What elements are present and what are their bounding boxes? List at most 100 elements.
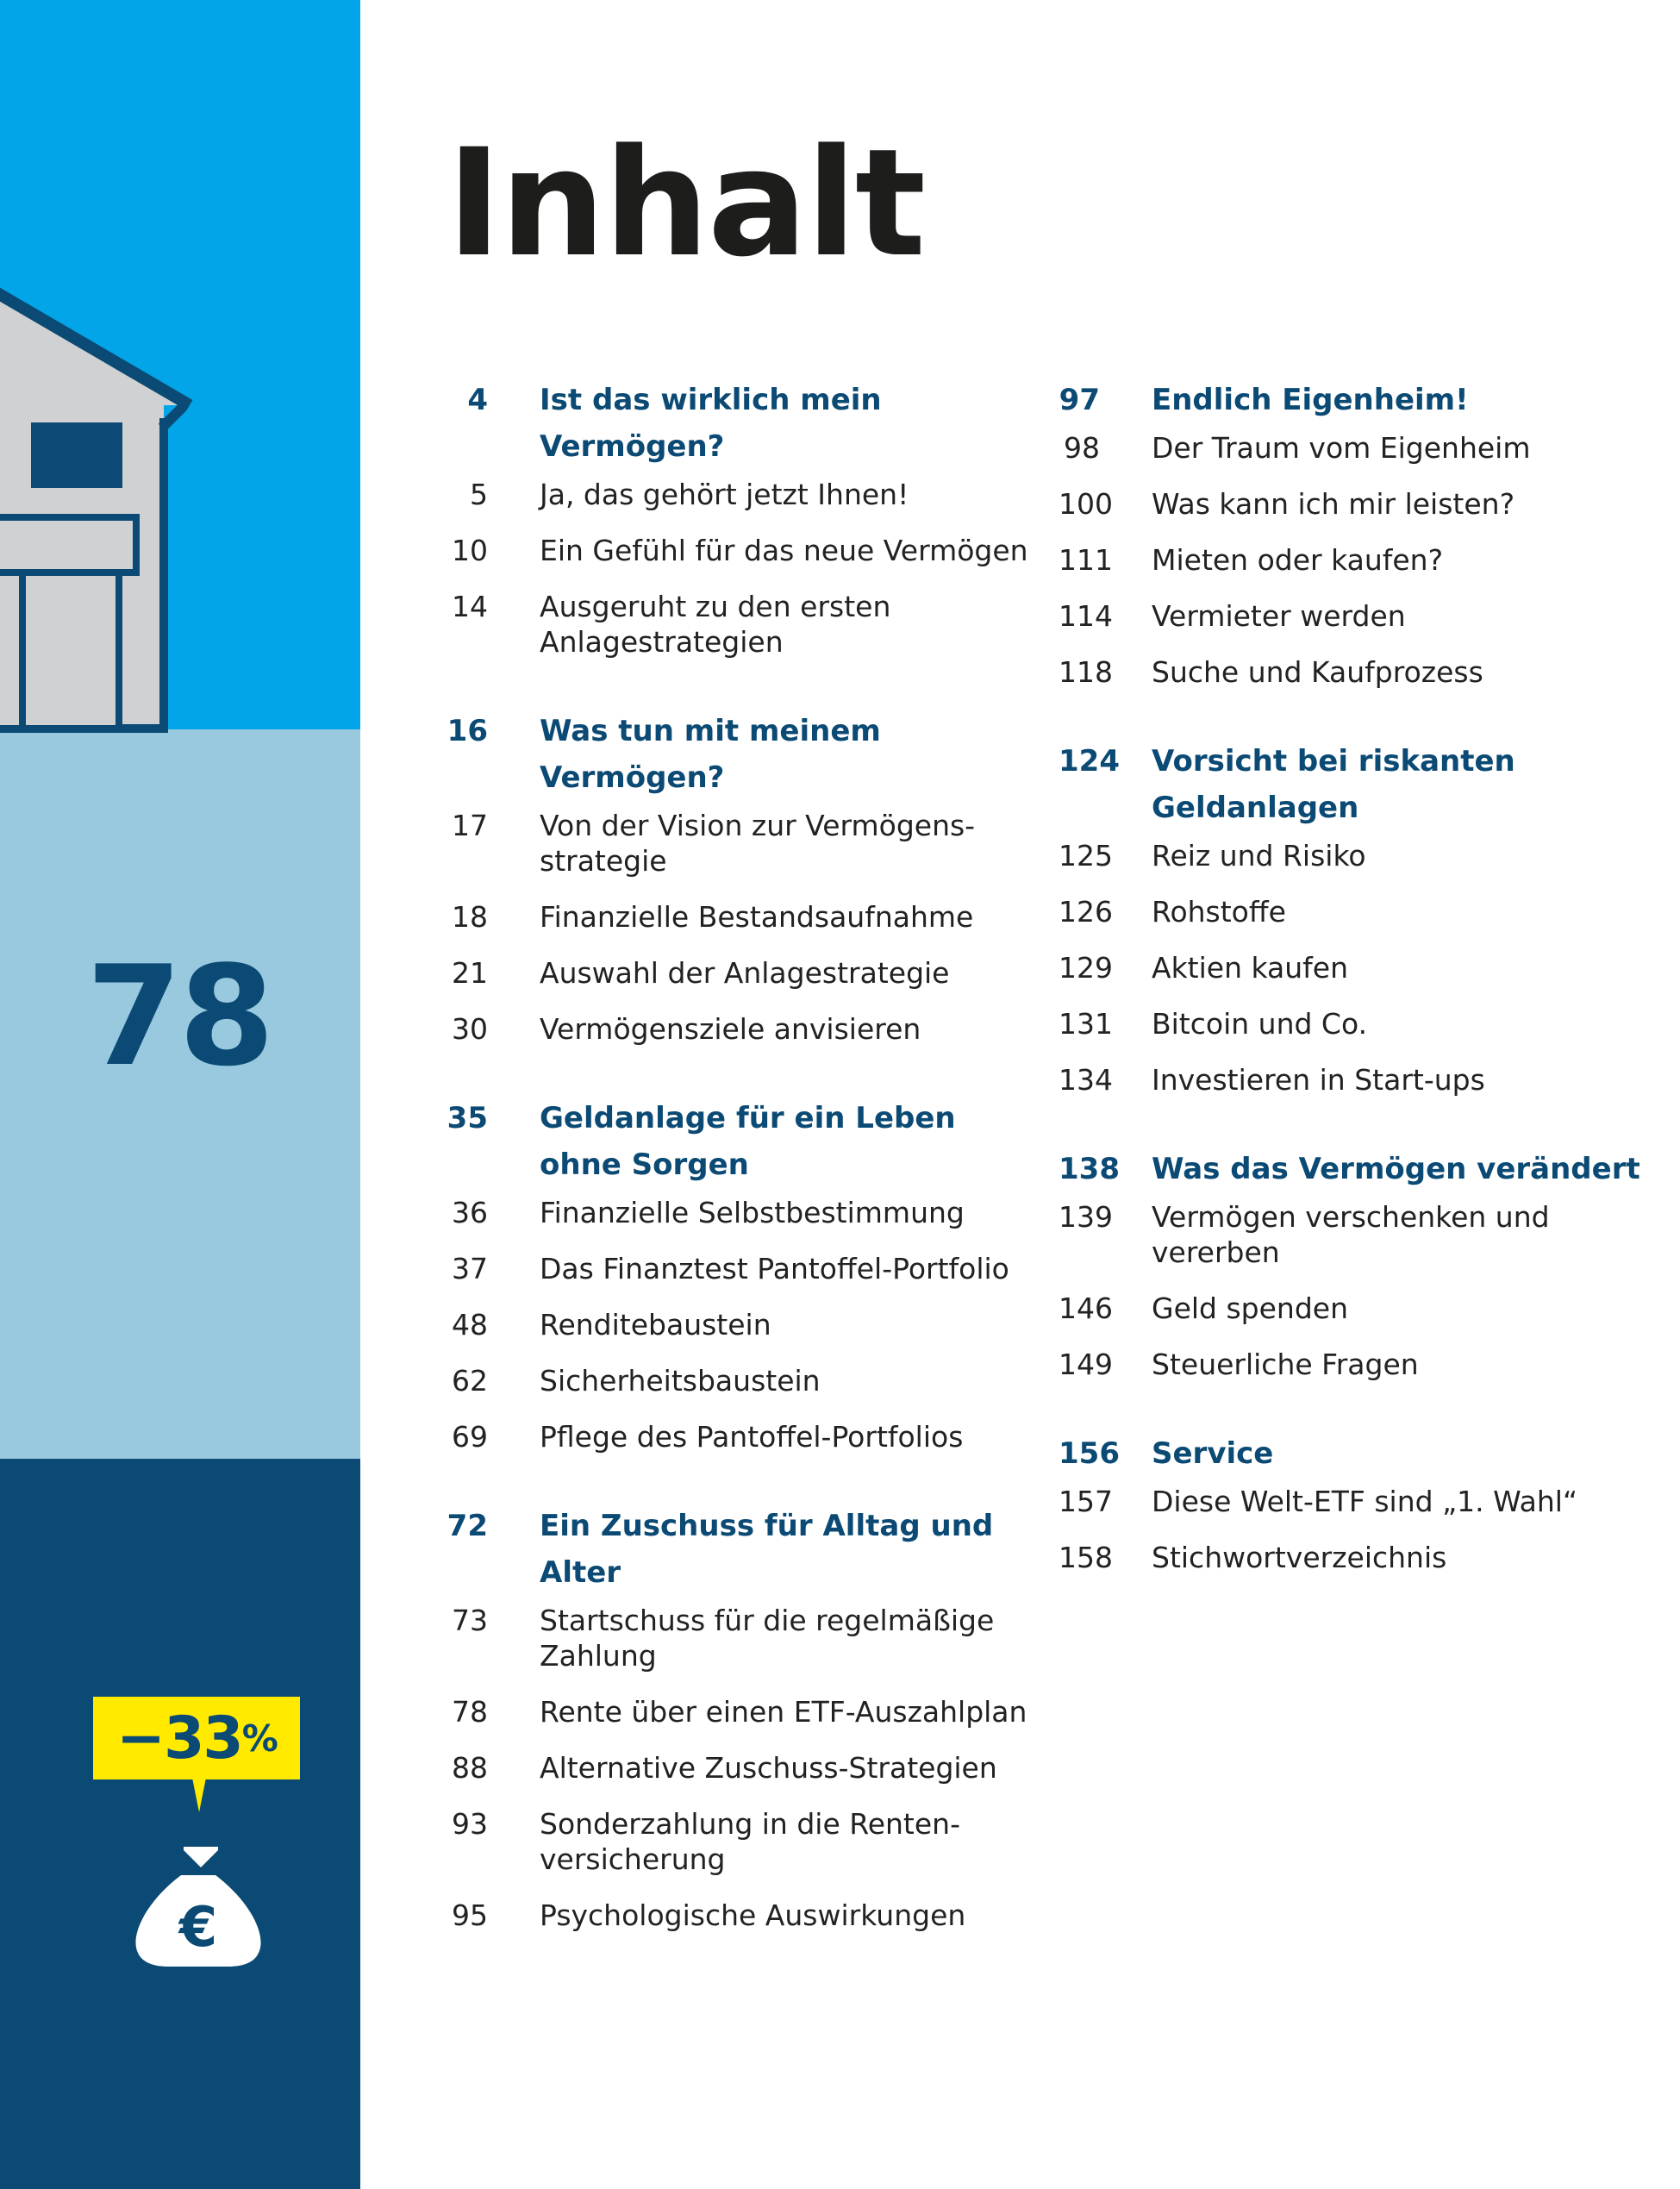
toc-entry[interactable]: 134 Investieren in Start-ups xyxy=(1059,1062,1662,1098)
toc-entry[interactable]: 125 Reiz und Risiko xyxy=(1059,838,1662,873)
toc-entry[interactable]: 149 Steuerliche Fragen xyxy=(1059,1347,1662,1382)
entry-title: Renditebaustein xyxy=(540,1308,771,1342)
sidebar-band-bottom xyxy=(0,1459,360,2189)
toc-entry[interactable]: 17 Von der Vision zur Vermögens-strategie xyxy=(447,808,1033,879)
percent-badge: −33% xyxy=(93,1697,300,1779)
toc-section: 138 Was das Vermögen verändert 139 Vermögen… xyxy=(1059,1146,1662,1382)
toc-entry[interactable]: 21 Auswahl der Anlagestrategie xyxy=(447,955,1033,991)
toc-entry[interactable]: 129 Aktien kaufen xyxy=(1059,950,1662,985)
toc-entry[interactable]: 48 Renditebaustein xyxy=(447,1307,1033,1342)
entry-page-number: 100 xyxy=(1059,487,1113,521)
toc-entry[interactable]: 5 Ja, das gehört jetzt Ihnen! xyxy=(447,477,1033,512)
entry-title: Psychologische Auswirkungen xyxy=(540,1898,966,1932)
entry-title: Ja, das gehört jetzt Ihnen! xyxy=(540,478,909,511)
entry-title: Reiz und Risiko xyxy=(1152,839,1366,872)
svg-text:€: € xyxy=(178,1896,218,1960)
toc-entry[interactable]: 69 Pflege des Pantoffel-Portfolios xyxy=(447,1419,1033,1454)
entry-page-number: 69 xyxy=(452,1420,488,1454)
entry-title: Suche und Kaufprozess xyxy=(1152,655,1483,689)
toc-chapter-heading[interactable]: 16 Was tun mit meinem Vermögen? xyxy=(447,708,1033,801)
toc-entry[interactable]: 62 Sicherheitsbaustein xyxy=(447,1363,1033,1398)
entry-title: Was kann ich mir leisten? xyxy=(1152,487,1515,521)
entry-title: Vermögen verschenken und vererben xyxy=(1152,1200,1550,1269)
pointer-arrow-icon xyxy=(184,1778,218,1867)
toc-section: 4 Ist das wirklich mein Vermögen? 5 Ja, das… xyxy=(447,377,1033,660)
toc-section: 72 Ein Zuschuss für Alltag und Alter 73 Sta… xyxy=(447,1503,1033,1933)
entry-page-number: 93 xyxy=(452,1807,488,1841)
house-icon xyxy=(0,287,193,733)
entry-page-number: 146 xyxy=(1059,1292,1113,1325)
entry-page-number: 126 xyxy=(1059,895,1113,929)
chapter-title: Endlich Eigenheim! xyxy=(1152,383,1469,417)
chapter-title: Ist das wirklich mein Vermögen? xyxy=(540,383,882,464)
toc-section: 35 Geldanlage für ein Leben ohne Sorgen 36… xyxy=(447,1095,1033,1454)
chapter-count: 78 xyxy=(86,935,275,1097)
entry-title: Investieren in Start-ups xyxy=(1152,1063,1485,1097)
entry-title: Geld spenden xyxy=(1152,1292,1349,1325)
chapter-page-number: 72 xyxy=(447,1509,488,1543)
sidebar-band-middle xyxy=(0,729,360,1459)
toc-chapter-heading[interactable]: 97 Endlich Eigenheim! xyxy=(1059,377,1662,423)
chapter-page-number: 124 xyxy=(1059,744,1120,779)
toc-entry[interactable]: 118 Suche und Kaufprozess xyxy=(1059,654,1662,690)
entry-title: Steuerliche Fragen xyxy=(1152,1348,1419,1381)
toc-entry[interactable]: 37 Das Finanztest Pantoffel-Portfolio xyxy=(447,1251,1033,1286)
chapter-page-number: 138 xyxy=(1059,1152,1120,1186)
toc-entry[interactable]: 131 Bitcoin und Co. xyxy=(1059,1006,1662,1041)
chapter-title: Was das Vermögen verändert xyxy=(1152,1152,1640,1186)
toc-entry[interactable]: 73 Startschuss für die regelmäßige Zahlun… xyxy=(447,1603,1033,1673)
toc-chapter-heading[interactable]: 156 Service xyxy=(1059,1430,1662,1477)
entry-title: Sonderzahlung in die Renten-versicherung xyxy=(540,1807,960,1876)
badge-unit: % xyxy=(241,1717,278,1760)
toc-section: 97 Endlich Eigenheim! 98 Der Traum vom Eige… xyxy=(1059,377,1662,690)
toc-entry[interactable]: 98 Der Traum vom Eigenheim xyxy=(1059,430,1662,466)
toc-entry[interactable]: 93 Sonderzahlung in die Renten-versicheru… xyxy=(447,1806,1033,1877)
entry-page-number: 78 xyxy=(452,1695,488,1729)
toc-entry[interactable]: 157 Diese Welt-ETF sind „1. Wahl“ xyxy=(1059,1484,1662,1519)
toc-chapter-heading[interactable]: 35 Geldanlage für ein Leben ohne Sorgen xyxy=(447,1095,1033,1188)
entry-page-number: 5 xyxy=(470,478,488,511)
toc-chapter-heading[interactable]: 124 Vorsicht bei riskanten Geldanlagen xyxy=(1059,738,1662,831)
toc-entry[interactable]: 95 Psychologische Auswirkungen xyxy=(447,1898,1033,1933)
entry-title: Auswahl der Anlagestrategie xyxy=(540,956,950,990)
toc-entry[interactable]: 14 Ausgeruht zu den ersten Anlagestrategi… xyxy=(447,589,1033,660)
toc-entry[interactable]: 100 Was kann ich mir leisten? xyxy=(1059,486,1662,522)
chapter-title: Service xyxy=(1152,1436,1274,1471)
entry-page-number: 98 xyxy=(1064,431,1100,465)
entry-page-number: 158 xyxy=(1059,1541,1113,1574)
toc-entry[interactable]: 146 Geld spenden xyxy=(1059,1291,1662,1326)
entry-page-number: 48 xyxy=(452,1308,488,1342)
entry-page-number: 157 xyxy=(1059,1485,1113,1518)
toc-entry[interactable]: 36 Finanzielle Selbstbestimmung xyxy=(447,1195,1033,1230)
toc-entry[interactable]: 111 Mieten oder kaufen? xyxy=(1059,542,1662,578)
toc-entry[interactable]: 30 Vermögensziele anvisieren xyxy=(447,1011,1033,1047)
toc-section: 156 Service 157 Diese Welt-ETF sind „1. Wah… xyxy=(1059,1430,1662,1575)
toc-column-left: 4 Ist das wirklich mein Vermögen? 5 Ja, das… xyxy=(447,377,1033,1981)
entry-title: Bitcoin und Co. xyxy=(1152,1007,1368,1041)
entry-page-number: 118 xyxy=(1059,655,1113,689)
toc-section: 124 Vorsicht bei riskanten Geldanlagen 125… xyxy=(1059,738,1662,1098)
toc-chapter-heading[interactable]: 72 Ein Zuschuss für Alltag und Alter xyxy=(447,1503,1033,1596)
toc-chapter-heading[interactable]: 138 Was das Vermögen verändert xyxy=(1059,1146,1662,1192)
toc-entry[interactable]: 10 Ein Gefühl für das neue Vermögen xyxy=(447,533,1033,568)
entry-title: Stichwortverzeichnis xyxy=(1152,1541,1447,1574)
entry-title: Rohstoffe xyxy=(1152,895,1286,929)
chapter-page-number: 4 xyxy=(467,383,488,417)
entry-page-number: 139 xyxy=(1059,1200,1113,1234)
entry-page-number: 36 xyxy=(452,1196,488,1229)
entry-page-number: 62 xyxy=(452,1364,488,1398)
toc-entry[interactable]: 126 Rohstoffe xyxy=(1059,894,1662,929)
toc-entry[interactable]: 114 Vermieter werden xyxy=(1059,598,1662,634)
toc-entry[interactable]: 88 Alternative Zuschuss-Strategien xyxy=(447,1750,1033,1786)
toc-entry[interactable]: 18 Finanzielle Bestandsaufnahme xyxy=(447,899,1033,935)
entry-title: Von der Vision zur Vermögens-strategie xyxy=(540,809,976,878)
toc-entry[interactable]: 158 Stichwortverzeichnis xyxy=(1059,1540,1662,1575)
euro-money-bag-icon: € xyxy=(135,1875,261,1967)
toc-entry[interactable]: 139 Vermögen verschenken und vererben xyxy=(1059,1199,1662,1270)
entry-page-number: 131 xyxy=(1059,1007,1113,1041)
entry-title: Alternative Zuschuss-Strategien xyxy=(540,1751,997,1785)
entry-page-number: 73 xyxy=(452,1604,488,1637)
entry-title: Vermögensziele anvisieren xyxy=(540,1012,921,1046)
toc-entry[interactable]: 78 Rente über einen ETF-Auszahlplan xyxy=(447,1694,1033,1729)
toc-chapter-heading[interactable]: 4 Ist das wirklich mein Vermögen? xyxy=(447,377,1033,470)
